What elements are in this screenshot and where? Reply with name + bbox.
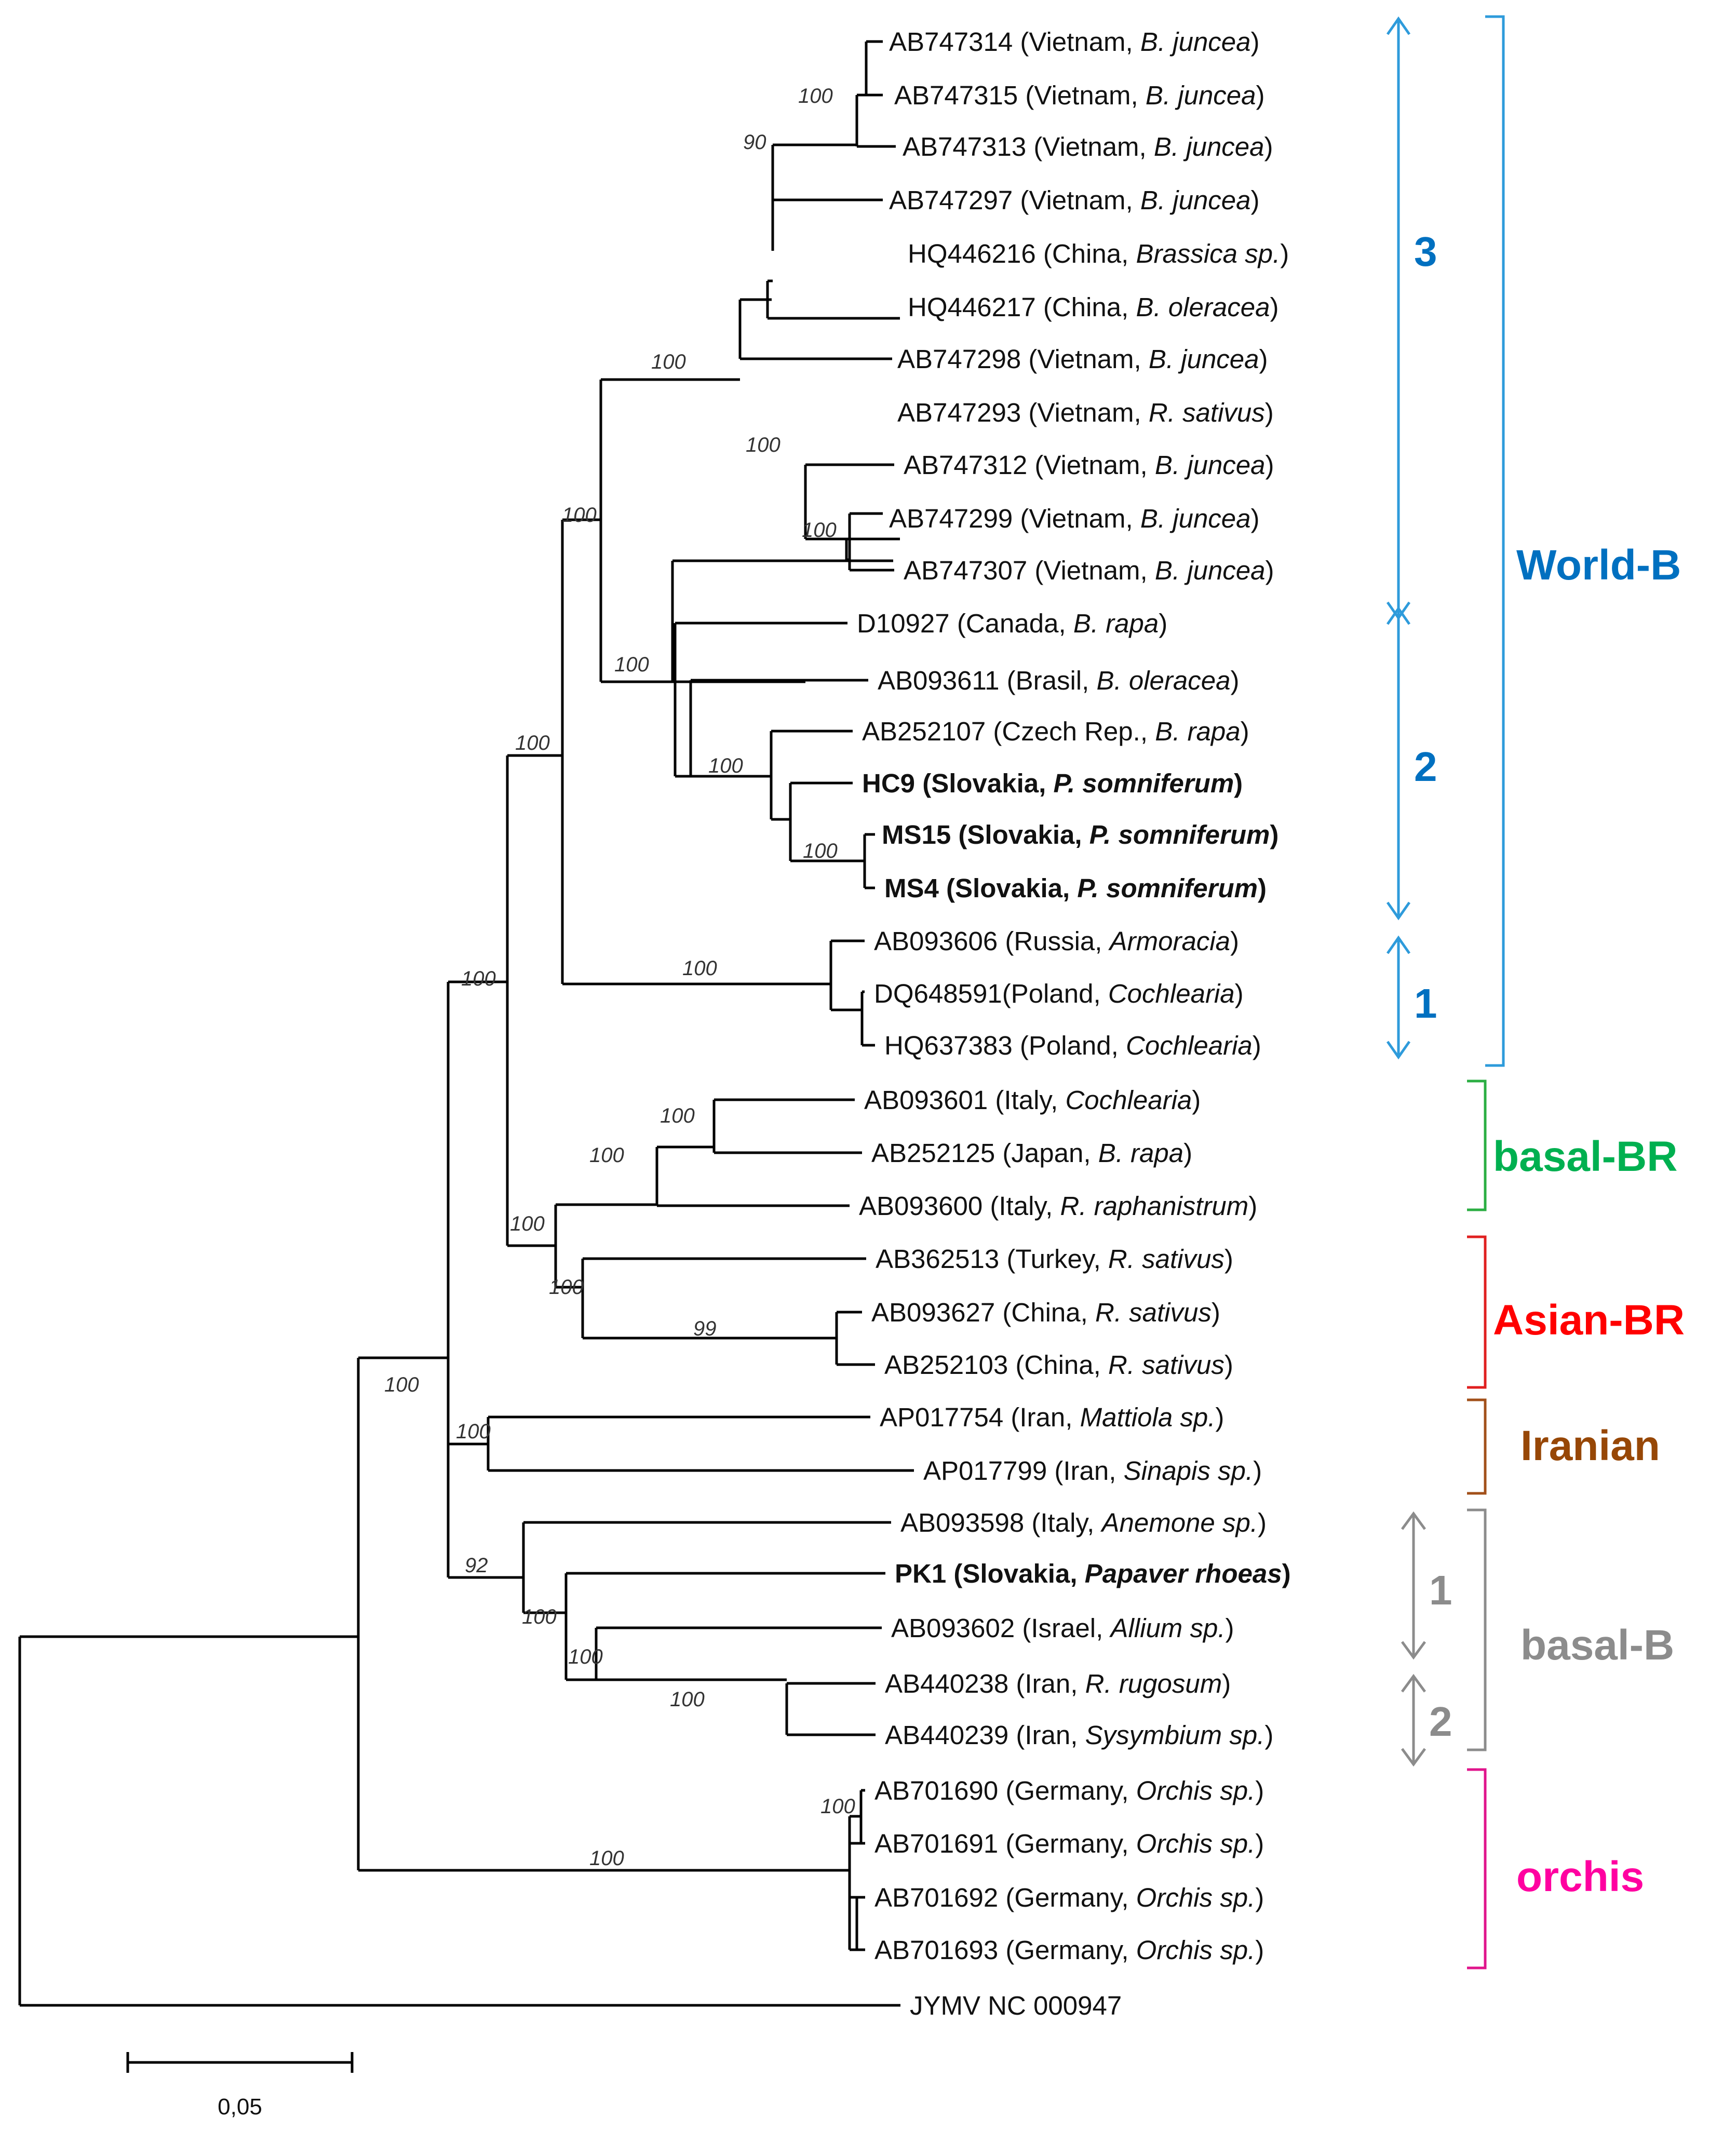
support-value: 100 (384, 1373, 419, 1396)
leaf-label: AB440238 (Iran, R. rugosum) (885, 1669, 1231, 1698)
subgroup-label-2: 2 (1414, 744, 1437, 790)
bracket-basal-b (1467, 1508, 1487, 1751)
leaf-label: HQ446216 (China, Brassica sp.) (908, 239, 1289, 268)
arrow-subgroup-2 (1386, 606, 1411, 921)
leaf-label: AB093598 (Italy, Anemone sp.) (900, 1508, 1267, 1537)
leaf-label: AB093627 (China, R. sativus) (871, 1298, 1220, 1327)
group-label-iranian: Iranian (1520, 1422, 1660, 1469)
support-value: 100 (651, 350, 686, 373)
support-value: 100 (746, 434, 780, 456)
support-value: 100 (682, 957, 717, 980)
leaf-label: AB093611 (Brasil, B. oleracea) (878, 666, 1239, 695)
support-value: 100 (803, 840, 838, 862)
support-value: 100 (670, 1688, 705, 1711)
scale-bar-label: 0,05 (218, 2094, 262, 2120)
arrow-basal-b-2 (1401, 1674, 1427, 1767)
subgroup-label-3: 3 (1414, 228, 1437, 275)
leaf-label: HQ637383 (Poland, Cochlearia) (884, 1031, 1261, 1060)
support-value: 100 (708, 754, 743, 777)
support-value: 100 (802, 519, 837, 542)
leaf-label: AB747315 (Vietnam, B. juncea) (894, 80, 1265, 110)
leaf-label: AP017799 (Iran, Sinapis sp.) (923, 1456, 1262, 1486)
leaf-label: AB252107 (Czech Rep., B. rapa) (862, 717, 1249, 746)
support-value: 100 (461, 967, 496, 990)
group-brackets (1467, 15, 1505, 1969)
leaf-label: AB747307 (Vietnam, B. juncea) (904, 556, 1274, 585)
bracket-asian-br (1467, 1235, 1487, 1389)
group-label-orchis: orchis (1516, 1853, 1644, 1900)
leaf-label-outgroup: JYMV NC 000947 (910, 1991, 1122, 2020)
leaf-label: AB747312 (Vietnam, B. juncea) (904, 450, 1274, 480)
leaf-label: D10927 (Canada, B. rapa) (857, 609, 1167, 638)
group-label-world-b: World-B (1516, 542, 1681, 589)
subgroup-label-basal-b-2: 2 (1429, 1698, 1452, 1745)
leaf-label-highlight: MS15 (Slovakia, P. somniferum) (882, 820, 1279, 849)
support-value: 100 (660, 1104, 695, 1127)
leaf-label: AB747299 (Vietnam, B. juncea) (889, 504, 1260, 533)
leaf-label: AB701690 (Germany, Orchis sp.) (874, 1776, 1264, 1805)
leaf-label: AB252125 (Japan, B. rapa) (871, 1138, 1192, 1168)
group-label-basal-br: basal-BR (1493, 1133, 1677, 1180)
bracket-orchis (1467, 1768, 1487, 1969)
subgroup-label-1: 1 (1414, 980, 1437, 1027)
support-value: 100 (589, 1144, 624, 1167)
leaf-labels: AB747314 (Vietnam, B. juncea) AB747315 (… (857, 27, 1291, 2020)
leaf-label: AB747298 (Vietnam, B. juncea) (897, 344, 1268, 374)
arrow-subgroup-3 (1386, 16, 1411, 620)
leaf-label: AB093600 (Italy, R. raphanistrum) (859, 1191, 1257, 1221)
support-value: 100 (568, 1645, 603, 1668)
subgroup-label-basal-b-1: 1 (1429, 1567, 1452, 1613)
support-value: 100 (456, 1420, 491, 1443)
bracket-world-b (1485, 15, 1505, 1067)
leaf-label: AB747297 (Vietnam, B. juncea) (889, 185, 1260, 215)
group-labels: World-B basal-BR Asian-BR Iranian basal-… (1414, 228, 1685, 1900)
subgroup-arrows (1386, 16, 1427, 1767)
leaf-label: HQ446217 (China, B. oleracea) (908, 292, 1279, 322)
arrow-subgroup-1 (1386, 935, 1411, 1060)
support-values: 100 90 100 100 100 100 100 100 100 100 1… (384, 85, 855, 1870)
bracket-iranian (1467, 1398, 1487, 1495)
support-value: 99 (693, 1317, 717, 1340)
leaf-label: AB701692 (Germany, Orchis sp.) (874, 1883, 1264, 1912)
leaf-label: AB093601 (Italy, Cochlearia) (864, 1085, 1201, 1115)
leaf-label: AB701691 (Germany, Orchis sp.) (874, 1829, 1264, 1858)
scale-bar: 0,05 (126, 2052, 354, 2120)
leaf-label: AP017754 (Iran, Mattiola sp.) (880, 1402, 1224, 1432)
leaf-label: AB252103 (China, R. sativus) (884, 1350, 1233, 1380)
support-value: 90 (743, 131, 766, 154)
tree-branches (18, 40, 914, 2007)
leaf-label: AB747293 (Vietnam, R. sativus) (897, 398, 1274, 427)
support-value: 100 (562, 504, 597, 527)
leaf-label: AB093606 (Russia, Armoracia) (874, 926, 1239, 956)
support-value: 100 (515, 732, 550, 754)
leaf-label: AB440239 (Iran, Sysymbium sp.) (885, 1720, 1273, 1750)
leaf-label: AB701693 (Germany, Orchis sp.) (874, 1935, 1264, 1965)
leaf-label: AB362513 (Turkey, R. sativus) (876, 1244, 1233, 1274)
leaf-label: AB093602 (Israel, Allium sp.) (891, 1613, 1234, 1643)
support-value: 100 (522, 1605, 557, 1628)
support-value: 92 (465, 1554, 488, 1577)
leaf-label: DQ648591(Poland, Cochlearia) (874, 979, 1244, 1008)
leaf-label-highlight: MS4 (Slovakia, P. somniferum) (884, 873, 1267, 903)
leaf-label-highlight: HC9 (Slovakia, P. somniferum) (862, 768, 1243, 798)
support-value: 100 (589, 1847, 624, 1870)
group-label-asian-br: Asian-BR (1493, 1297, 1685, 1344)
arrow-basal-b-1 (1401, 1511, 1427, 1660)
leaf-label-highlight: PK1 (Slovakia, Papaver rhoeas) (895, 1559, 1291, 1588)
support-value: 100 (820, 1795, 855, 1818)
support-value: 100 (510, 1212, 545, 1235)
leaf-label: AB747314 (Vietnam, B. juncea) (889, 27, 1260, 57)
support-value: 100 (614, 653, 649, 676)
support-value: 100 (798, 85, 833, 107)
support-value: 100 (549, 1276, 584, 1299)
bracket-basal-br (1467, 1080, 1487, 1211)
group-label-basal-b: basal-B (1520, 1622, 1674, 1669)
leaf-label: AB747313 (Vietnam, B. juncea) (903, 132, 1273, 161)
